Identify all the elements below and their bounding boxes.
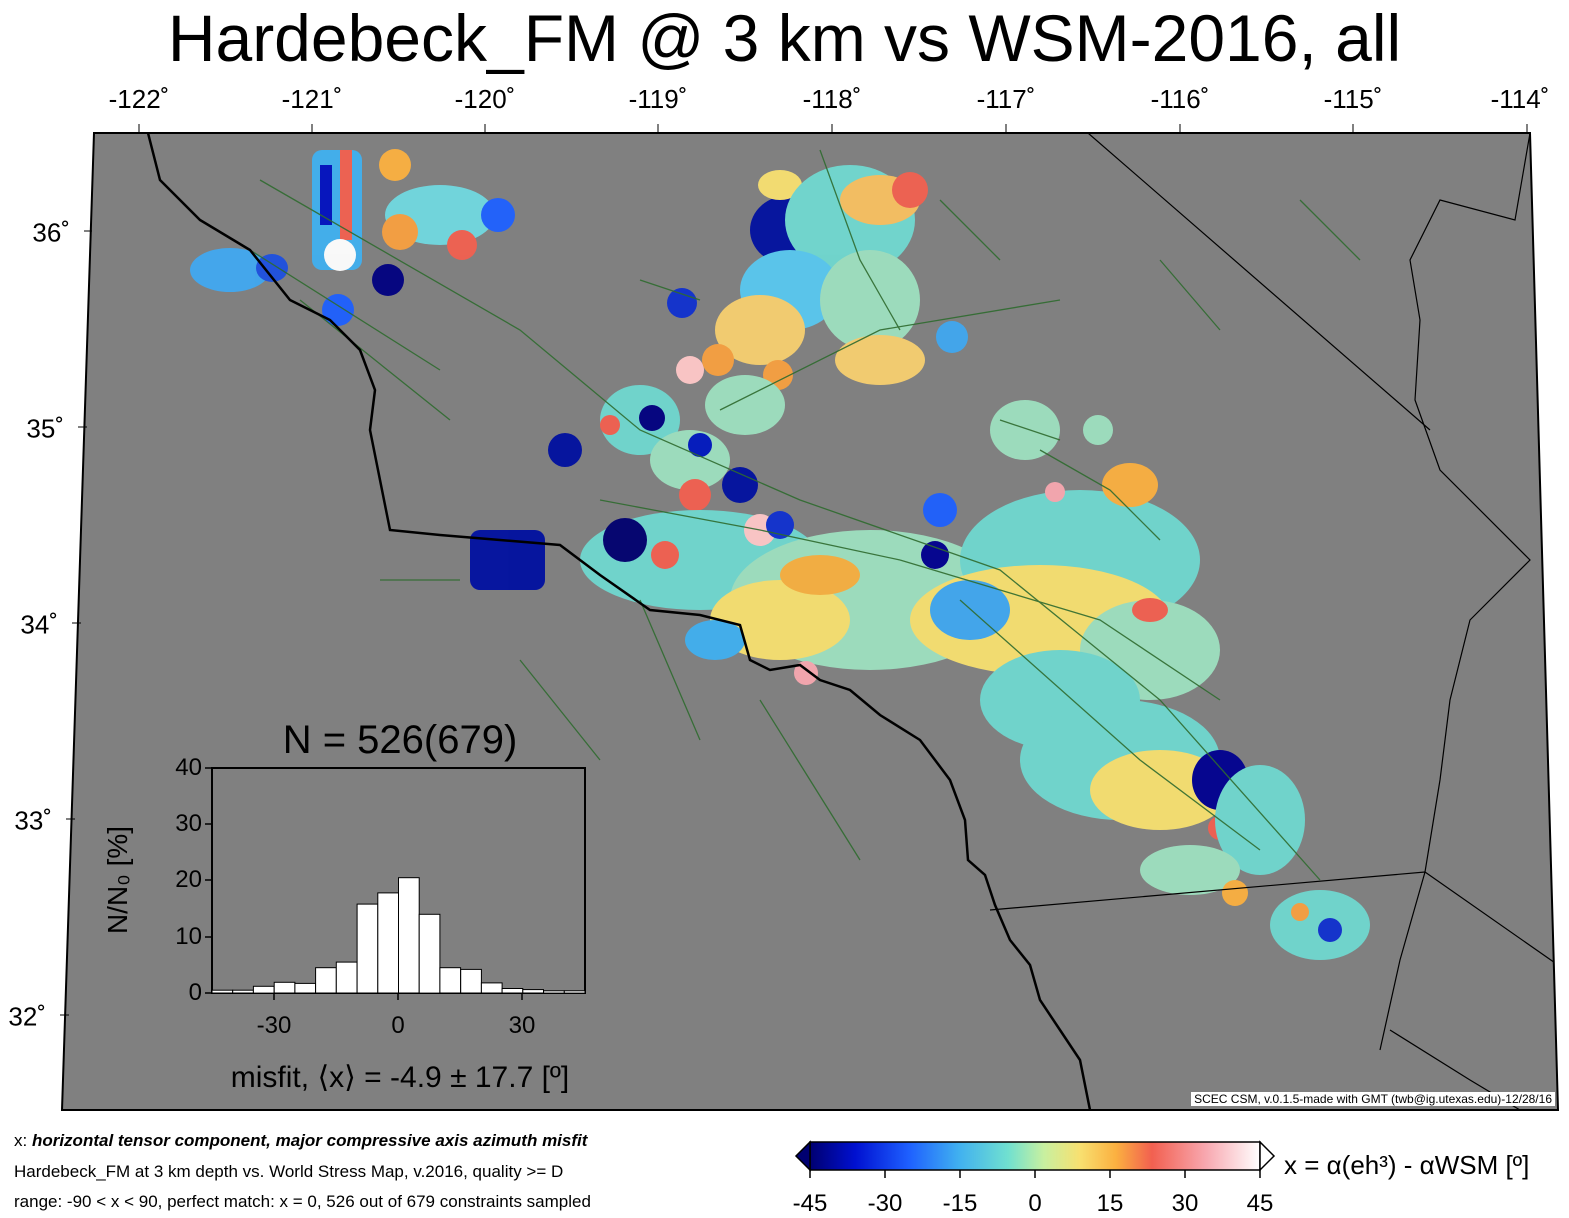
histogram-bar (563, 990, 586, 994)
description-line-1: x: horizontal tensor component, major co… (14, 1131, 587, 1151)
colorbar-tick-neg30: -30 (867, 1190, 903, 1217)
lon-label-121: -121˚ (281, 84, 343, 114)
colorbar-max-arrow (1259, 1140, 1276, 1172)
histogram-ylabel: N/N₀ [%] (102, 825, 133, 935)
lon-label-115: -115˚ (1323, 84, 1383, 114)
lon-label-114: -114˚ (1490, 84, 1550, 114)
colorbar-tick-15: 15 (1096, 1190, 1124, 1217)
colorbar-tick-neg15: -15 (942, 1190, 978, 1217)
description-prefix: x: (14, 1131, 32, 1150)
histogram-bar (543, 990, 565, 994)
lat-label-34: 34˚ (20, 609, 58, 640)
histogram-bar (398, 877, 420, 994)
page-title: Hardebeck_FM @ 3 km vs WSM-2016, all (167, 1, 1402, 75)
histogram-ytick-30: 30 (175, 810, 202, 837)
histogram-axis-ticks (205, 767, 523, 1000)
lon-label-120: -120˚ (454, 84, 516, 114)
histogram-ytick-10: 10 (175, 923, 202, 950)
lat-label-36: 36˚ (32, 217, 70, 248)
lon-label-119: -119˚ (628, 84, 688, 114)
colorbar-tick-neg45: -45 (792, 1190, 828, 1217)
fault-lines (249, 149, 1361, 881)
histogram-bar (294, 982, 317, 994)
colorbar-min-arrow (794, 1140, 811, 1172)
histogram-xtick-0: 0 (391, 1012, 405, 1039)
lat-label-35: 35˚ (26, 413, 64, 444)
colorbar-gradient (809, 1141, 1261, 1171)
histogram-bar (211, 989, 234, 994)
histogram-xtick-neg30: -30 (256, 1012, 292, 1039)
histogram-bar (480, 982, 503, 994)
lat-label-32: 32˚ (8, 1001, 46, 1032)
histogram-inset (205, 767, 586, 1000)
misfit-field (190, 149, 1370, 960)
lat-label-33: 33˚ (14, 805, 52, 836)
histogram-ytick-0: 0 (188, 979, 202, 1006)
histogram-bar (418, 913, 441, 994)
histogram-ytick-20: 20 (175, 866, 202, 893)
frame-ticks (60, 124, 1528, 1016)
histogram-bar (439, 967, 462, 994)
colorbar (794, 1140, 1276, 1178)
colorbar-label: x = α(eh³) - αWSM [º] (1284, 1150, 1530, 1180)
histogram-bar (315, 967, 337, 994)
histogram-bar (356, 903, 379, 994)
description-line-2: Hardebeck_FM at 3 km depth vs. World Str… (14, 1162, 564, 1181)
histogram-bar (252, 985, 275, 994)
histogram-bars (211, 877, 586, 994)
histogram-bar (335, 961, 358, 994)
coastline (146, 133, 1092, 1110)
lon-label-116: -116˚ (1150, 84, 1210, 114)
histogram-xlabel: misfit, ⟨x⟩ = -4.9 ± 17.7 [º] (230, 1061, 570, 1094)
histogram-xtick-30: 30 (508, 1012, 536, 1039)
histogram-ytick-40: 40 (175, 754, 202, 781)
description-emphasis: horizontal tensor component, major compr… (31, 1131, 588, 1150)
histogram-bar (232, 989, 254, 994)
lon-label-117: -117˚ (976, 84, 1036, 114)
lon-label-122: -122˚ (108, 84, 170, 114)
histogram-bar (377, 892, 399, 994)
histogram-bar (273, 981, 296, 994)
histogram-bar (460, 968, 482, 994)
lon-label-118: -118˚ (802, 84, 862, 114)
colorbar-tick-30: 30 (1171, 1190, 1199, 1217)
political-borders (989, 133, 1558, 1110)
description-line-3: range: -90 < x < 90, perfect match: x = … (14, 1192, 591, 1211)
credit-line: SCEC CSM, v.0.1.5-made with GMT (twb@ig.… (1191, 1092, 1555, 1106)
histogram-bar (522, 989, 544, 994)
histogram-bar (501, 988, 524, 994)
colorbar-tick-0: 0 (1028, 1190, 1042, 1217)
histogram-title: N = 526(679) (282, 718, 518, 762)
colorbar-tick-45: 45 (1246, 1190, 1274, 1217)
